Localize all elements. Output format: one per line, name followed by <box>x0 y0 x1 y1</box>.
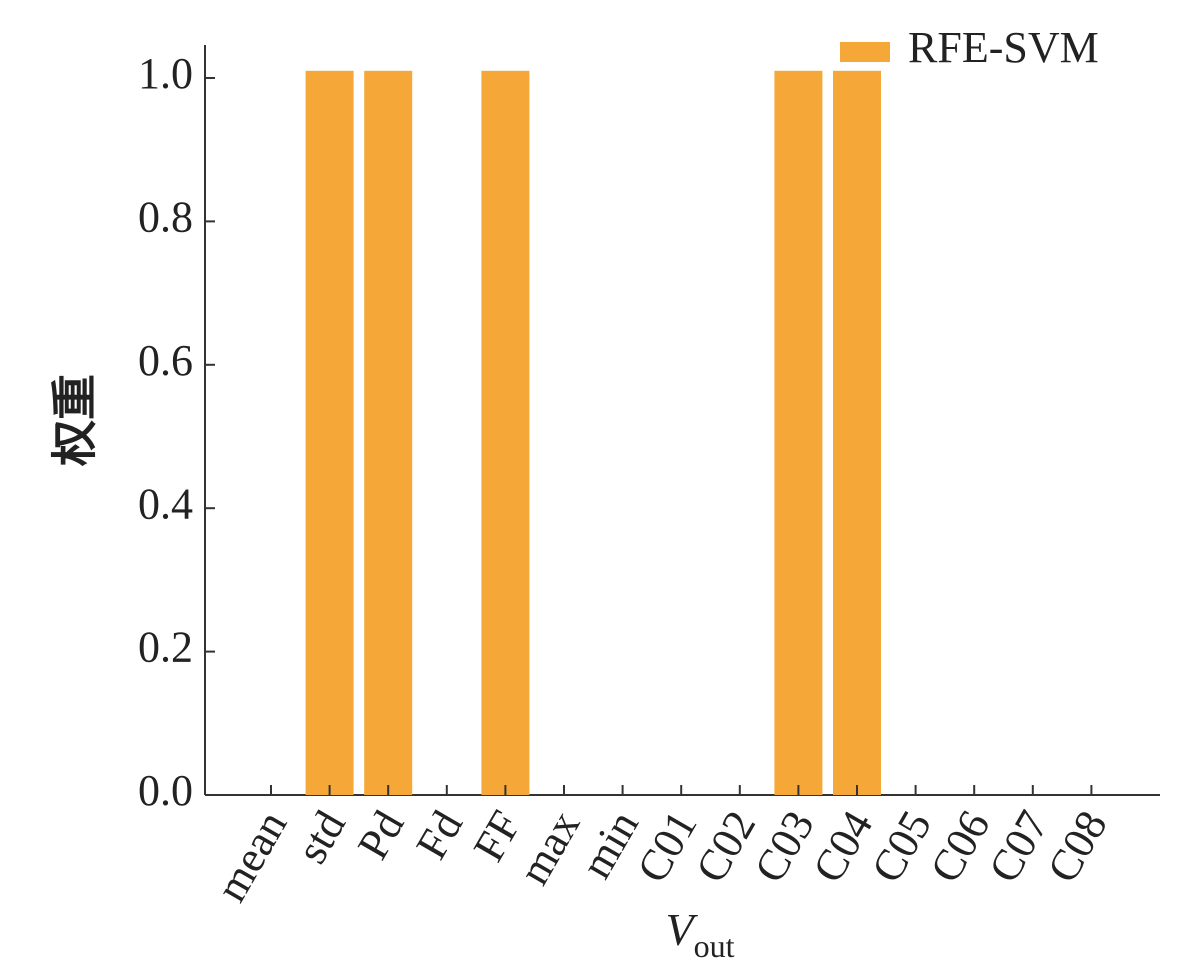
x-tick-label: C08 <box>1038 803 1117 891</box>
y-tick-label: 0.0 <box>138 766 193 815</box>
y-tick-label: 0.4 <box>138 479 193 528</box>
y-tick-label: 0.8 <box>138 192 193 241</box>
x-tick-label: min <box>571 803 648 887</box>
bar <box>774 70 823 795</box>
y-axis-label: 权重 <box>50 374 101 467</box>
x-tick-label: C04 <box>803 803 882 891</box>
x-label-main: V <box>666 904 699 955</box>
bar <box>481 70 530 795</box>
x-tick-label: C06 <box>920 803 999 891</box>
bar <box>833 70 881 795</box>
y-tick-label: 0.6 <box>138 336 193 385</box>
x-tick-label: std <box>287 803 355 872</box>
y-tick-label: 1.0 <box>138 49 193 98</box>
x-tick-label: C01 <box>627 803 706 891</box>
x-tick-label: Pd <box>348 803 414 868</box>
bar <box>305 70 354 795</box>
x-tick-label: max <box>509 803 589 893</box>
x-tick-label: C05 <box>862 803 941 891</box>
x-label-sub: out <box>694 928 735 964</box>
x-tick-label: C07 <box>979 803 1058 891</box>
y-tick-label: 0.2 <box>138 623 193 672</box>
x-tick-label: Fd <box>407 803 473 868</box>
x-tick-label: C03 <box>745 803 824 891</box>
bar <box>364 70 413 795</box>
legend-label: RFE-SVM <box>908 23 1099 72</box>
x-axis-label: Vout <box>666 904 735 964</box>
x-tick-label: C02 <box>686 803 765 891</box>
x-tick-label: mean <box>206 803 296 910</box>
legend-swatch <box>840 42 890 62</box>
